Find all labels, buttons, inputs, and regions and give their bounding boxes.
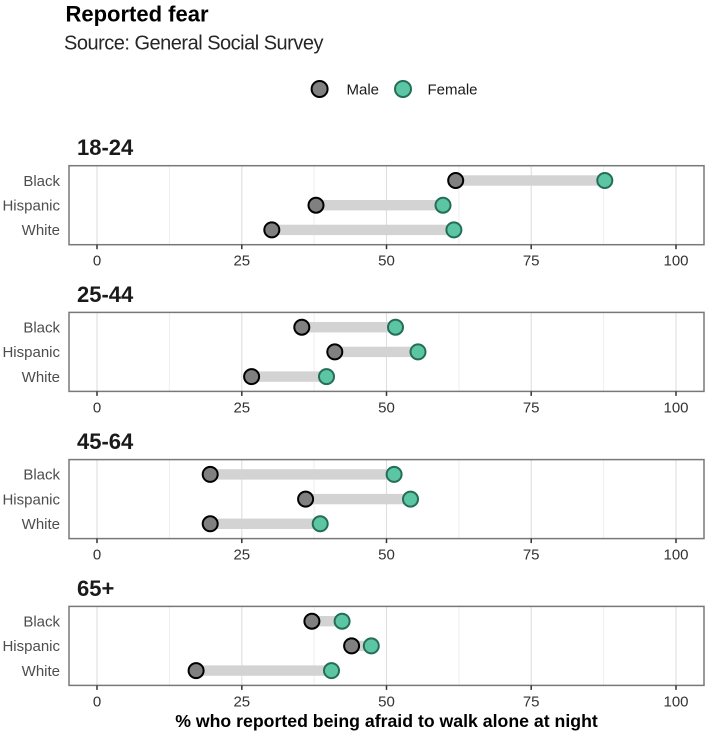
svg-text:Reported fear: Reported fear — [66, 2, 209, 27]
svg-text:75: 75 — [523, 547, 540, 564]
svg-text:100: 100 — [663, 399, 688, 416]
svg-text:White: White — [22, 516, 60, 533]
svg-text:100: 100 — [663, 253, 688, 270]
svg-text:50: 50 — [378, 693, 395, 710]
svg-text:45-64: 45-64 — [77, 429, 134, 454]
svg-text:75: 75 — [523, 693, 540, 710]
svg-text:0: 0 — [93, 253, 101, 270]
svg-text:Hispanic: Hispanic — [2, 344, 60, 361]
svg-text:65+: 65+ — [77, 576, 114, 601]
svg-text:Black: Black — [23, 320, 60, 337]
svg-text:50: 50 — [378, 547, 395, 564]
svg-text:25: 25 — [233, 253, 250, 270]
svg-text:100: 100 — [663, 547, 688, 564]
svg-text:White: White — [22, 222, 60, 239]
svg-text:Hispanic: Hispanic — [2, 198, 60, 215]
svg-text:0: 0 — [93, 399, 101, 416]
svg-text:Black: Black — [23, 467, 60, 484]
svg-text:% who reported being afraid to: % who reported being afraid to walk alon… — [175, 711, 598, 731]
svg-text:18-24: 18-24 — [77, 135, 134, 160]
svg-text:75: 75 — [523, 399, 540, 416]
svg-text:25: 25 — [233, 693, 250, 710]
svg-text:Female: Female — [428, 81, 478, 98]
svg-text:0: 0 — [93, 547, 101, 564]
svg-text:Hispanic: Hispanic — [2, 638, 60, 655]
svg-text:100: 100 — [663, 693, 688, 710]
svg-text:50: 50 — [378, 253, 395, 270]
svg-text:75: 75 — [523, 253, 540, 270]
svg-text:25: 25 — [233, 399, 250, 416]
svg-text:Male: Male — [347, 81, 380, 98]
svg-text:50: 50 — [378, 399, 395, 416]
svg-text:25: 25 — [233, 547, 250, 564]
svg-text:White: White — [22, 663, 60, 680]
svg-text:Black: Black — [23, 173, 60, 190]
svg-text:White: White — [22, 369, 60, 386]
svg-text:25-44: 25-44 — [77, 282, 134, 307]
svg-text:Hispanic: Hispanic — [2, 491, 60, 508]
svg-text:0: 0 — [93, 693, 101, 710]
svg-text:Black: Black — [23, 614, 60, 631]
svg-text:Source: General Social Survey: Source: General Social Survey — [64, 33, 323, 55]
